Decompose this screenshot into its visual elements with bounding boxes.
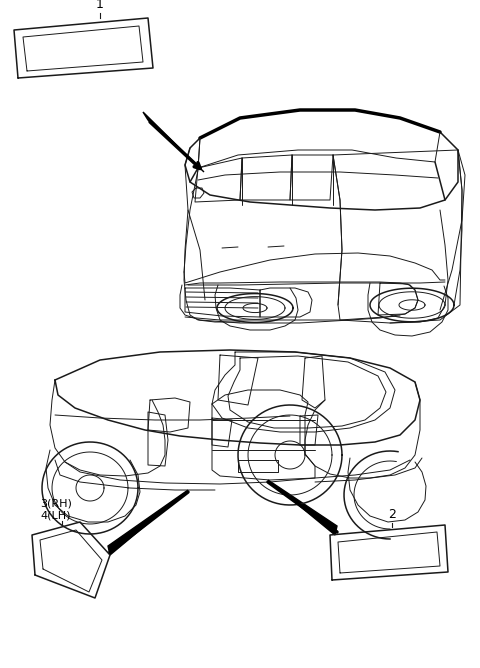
Text: 1: 1 bbox=[96, 0, 104, 11]
Text: 3(RH)
4(LH): 3(RH) 4(LH) bbox=[40, 498, 72, 520]
Polygon shape bbox=[268, 480, 337, 535]
Polygon shape bbox=[108, 490, 188, 555]
Polygon shape bbox=[143, 112, 204, 172]
Text: 2: 2 bbox=[388, 508, 396, 521]
